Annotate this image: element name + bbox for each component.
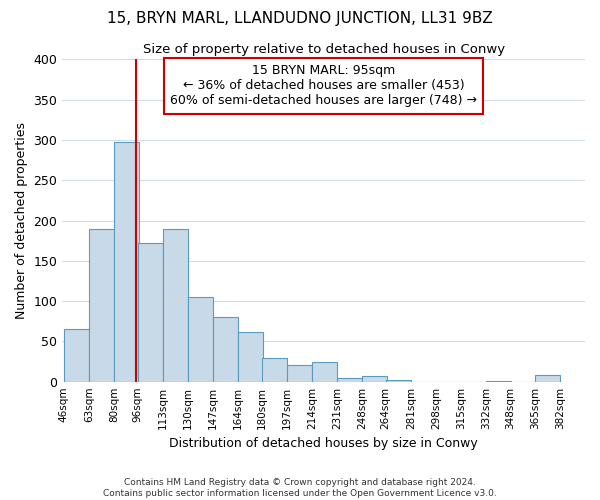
Bar xyxy=(362,376,387,382)
Text: 15 BRYN MARL: 95sqm
← 36% of detached houses are smaller (453)
60% of semi-detac: 15 BRYN MARL: 95sqm ← 36% of detached ho… xyxy=(170,64,477,108)
X-axis label: Distribution of detached houses by size in Conwy: Distribution of detached houses by size … xyxy=(169,437,478,450)
Title: Size of property relative to detached houses in Conwy: Size of property relative to detached ho… xyxy=(143,42,505,56)
Bar xyxy=(312,362,337,382)
Bar xyxy=(535,375,560,382)
Bar xyxy=(137,243,163,382)
Bar xyxy=(238,332,263,382)
Bar xyxy=(262,358,287,382)
Bar xyxy=(89,228,114,382)
Bar xyxy=(163,228,188,382)
Y-axis label: Number of detached properties: Number of detached properties xyxy=(15,122,28,319)
Bar xyxy=(114,142,139,382)
Bar xyxy=(486,381,511,382)
Bar xyxy=(213,317,238,382)
Bar xyxy=(287,365,312,382)
Text: Contains HM Land Registry data © Crown copyright and database right 2024.
Contai: Contains HM Land Registry data © Crown c… xyxy=(103,478,497,498)
Bar xyxy=(337,378,362,382)
Text: 15, BRYN MARL, LLANDUDNO JUNCTION, LL31 9BZ: 15, BRYN MARL, LLANDUDNO JUNCTION, LL31 … xyxy=(107,11,493,26)
Bar xyxy=(64,330,89,382)
Bar xyxy=(386,380,411,382)
Bar xyxy=(188,297,213,382)
